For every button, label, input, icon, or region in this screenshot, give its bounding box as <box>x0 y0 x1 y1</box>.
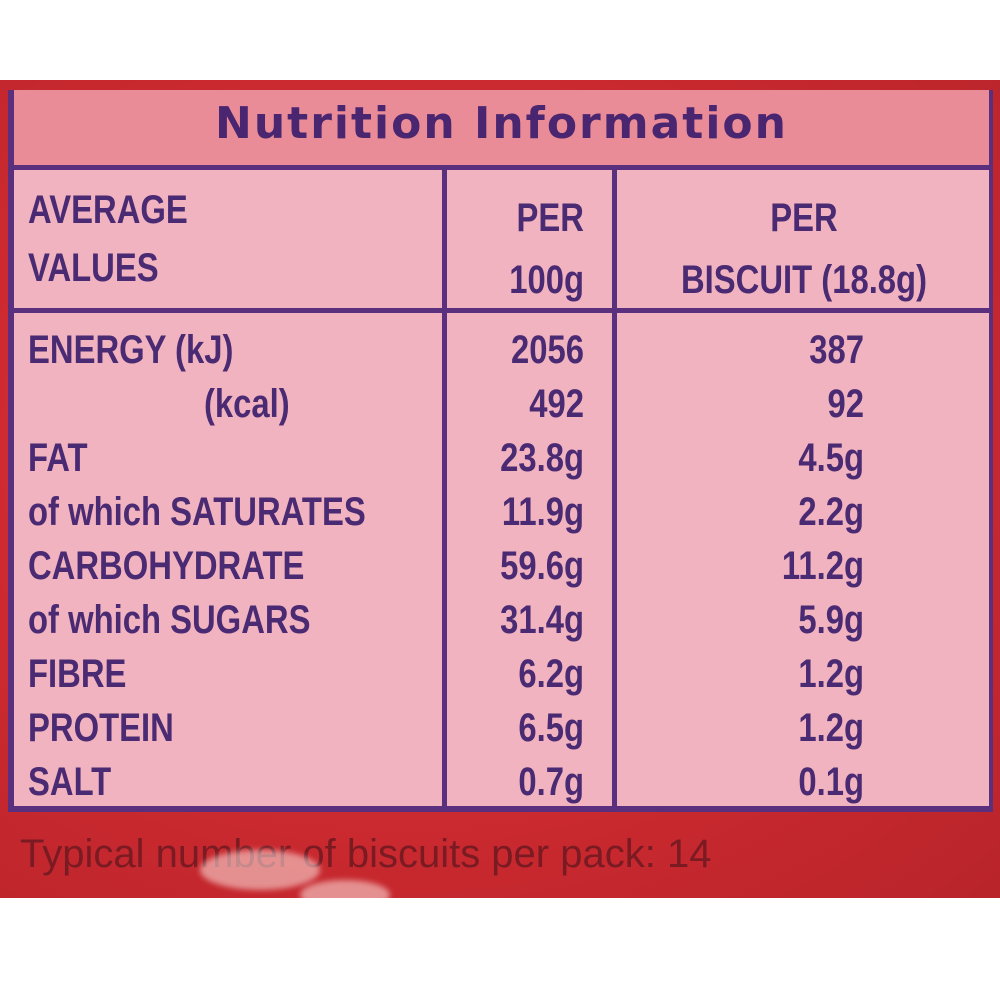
row-label: of which SUGARS <box>28 598 311 642</box>
header-per-100-line2: 100g <box>509 258 584 302</box>
row-per-100g-value: 492 <box>529 382 584 426</box>
row-label: FIBRE <box>28 652 127 696</box>
title-band: Nutrition Information <box>14 90 989 170</box>
pack-count-text: Typical number of biscuits per pack: 14 <box>20 832 712 876</box>
row-per-biscuit-value: 92 <box>827 382 864 426</box>
row-per-100g-value: 0.7g <box>518 760 584 804</box>
row-label: ENERGY (kJ) <box>28 328 234 372</box>
row-per-biscuit-value: 2.2g <box>798 490 864 534</box>
row-per-biscuit-value: 0.1g <box>798 760 864 804</box>
row-per-biscuit-value: 11.2g <box>781 544 864 588</box>
row-label: PROTEIN <box>28 706 174 750</box>
package-photo: Nutrition Information AVERAGE VALUES PER… <box>0 80 1000 898</box>
row-per-biscuit-value: 5.9g <box>798 598 864 642</box>
header-per-100-line1: PER <box>516 196 584 240</box>
row-per-100g-value: 2056 <box>511 328 584 372</box>
panel-title: Nutrition Information <box>215 98 788 149</box>
row-label: of which SATURATES <box>28 490 366 534</box>
header-values: VALUES <box>28 246 159 290</box>
row-per-biscuit-value: 4.5g <box>798 436 864 480</box>
wrapper-glare <box>300 880 390 898</box>
column-divider-2 <box>612 170 617 812</box>
wrapper-glare <box>200 850 320 890</box>
row-per-100g-value: 23.8g <box>500 436 584 480</box>
column-divider-1 <box>442 170 447 812</box>
row-per-biscuit-value: 387 <box>809 328 864 372</box>
row-per-100g-value: 31.4g <box>500 598 584 642</box>
row-per-biscuit-value: 1.2g <box>798 706 864 750</box>
row-label: (kcal) <box>204 382 290 426</box>
row-label: FAT <box>28 436 88 480</box>
header-average: AVERAGE <box>28 188 188 232</box>
row-per-100g-value: 11.9g <box>501 490 584 534</box>
header-per-biscuit-line1: PER <box>770 196 838 240</box>
header-per-biscuit-line2: BISCUIT (18.8g) <box>680 258 928 302</box>
row-label: SALT <box>28 760 112 804</box>
nutrition-panel: Nutrition Information AVERAGE VALUES PER… <box>8 90 993 812</box>
row-label: CARBOHYDRATE <box>28 544 305 588</box>
row-per-100g-value: 6.2g <box>518 652 584 696</box>
row-per-100g-value: 59.6g <box>500 544 584 588</box>
row-per-100g-value: 6.5g <box>518 706 584 750</box>
header-divider <box>14 308 989 313</box>
row-per-biscuit-value: 1.2g <box>798 652 864 696</box>
